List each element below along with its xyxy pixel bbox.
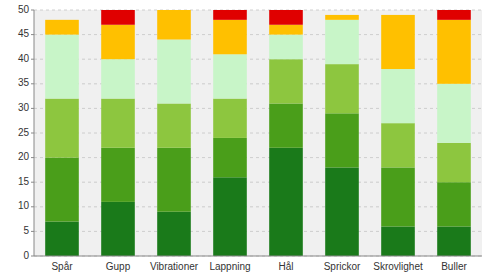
y-tick-label: 20	[18, 151, 30, 162]
x-tick-label: Skrovlighet	[373, 261, 423, 272]
y-tick-label: 35	[18, 77, 30, 88]
bar-segment	[437, 20, 471, 84]
bar-segment	[381, 167, 415, 226]
bar-segment	[437, 182, 471, 226]
bar-segment	[101, 148, 135, 202]
x-tick-label: Lappning	[209, 261, 250, 272]
bar-segment	[101, 99, 135, 148]
bars	[45, 10, 471, 256]
bar-segment	[269, 25, 303, 35]
x-tick-label: Gupp	[106, 261, 131, 272]
y-tick-label: 25	[18, 127, 30, 138]
bar-segment	[381, 15, 415, 69]
bar-segment	[45, 20, 79, 35]
bar-segment	[45, 158, 79, 222]
bar-segment	[213, 20, 247, 54]
bar-segment	[157, 40, 191, 104]
bar-segment	[381, 123, 415, 167]
bar-segment	[213, 99, 247, 138]
bar-segment	[45, 35, 79, 99]
x-tick-label: Spår	[51, 261, 73, 272]
y-tick-label: 30	[18, 102, 30, 113]
plot-background	[34, 10, 482, 256]
bar-segment	[325, 64, 359, 113]
bar-segment	[269, 35, 303, 60]
bar-segment	[381, 226, 415, 256]
bar-segment	[437, 143, 471, 182]
grid	[34, 10, 482, 256]
bar-segment	[381, 14, 415, 15]
bar-segment	[157, 212, 191, 256]
x-tick-label: Sprickor	[324, 261, 361, 272]
bar-segment	[45, 99, 79, 158]
bar-segment	[269, 148, 303, 256]
bar-segment	[437, 10, 471, 20]
bar-segment	[157, 10, 191, 40]
y-tick-label: 5	[23, 225, 29, 236]
bar-segment	[157, 148, 191, 212]
bar-segment	[325, 15, 359, 20]
bar-segment	[325, 167, 359, 256]
bar-segment	[45, 222, 79, 256]
y-tick-label: 10	[18, 200, 30, 211]
bar-segment	[157, 10, 191, 11]
y-tick-label: 0	[23, 250, 29, 261]
bar-segment	[325, 113, 359, 167]
grid-line	[34, 256, 482, 257]
bar-segment	[45, 19, 79, 20]
x-tick-label: Vibrationer	[150, 261, 199, 272]
x-axis-line	[34, 256, 482, 257]
y-axis-line	[34, 10, 35, 256]
bar-segment	[101, 10, 135, 25]
bar-segment	[157, 103, 191, 147]
bar-segment	[213, 10, 247, 20]
x-axis: Spår Gupp Vibrationer Lappning Hål Sprickor Sk…	[51, 261, 467, 272]
bar-segment	[213, 138, 247, 177]
y-tick-label: 15	[18, 176, 30, 187]
bar-segment	[325, 14, 359, 15]
bar-segment	[381, 69, 415, 123]
bar-segment	[213, 177, 247, 256]
chart-container: 0 5 10 15 20 25 30 35 40 45 50 Spår Gupp Vibrationer L…	[0, 0, 490, 280]
chart-svg: 0 5 10 15 20 25 30 35 40 45 50 Spår Gupp Vibrationer L…	[0, 0, 490, 280]
bar-segment	[269, 59, 303, 103]
x-tick-label: Buller	[441, 261, 467, 272]
y-tick-label: 40	[18, 53, 30, 64]
bar-segment	[101, 202, 135, 256]
bar-segment	[101, 25, 135, 59]
bar-segment	[325, 20, 359, 64]
bar-segment	[213, 54, 247, 98]
bar-segment	[101, 59, 135, 98]
bar-segment	[269, 103, 303, 147]
x-tick-label: Hål	[278, 261, 293, 272]
bar-segment	[269, 10, 303, 25]
y-tick-label: 50	[18, 4, 30, 15]
bar-segment	[437, 84, 471, 143]
y-tick-label: 45	[18, 28, 30, 39]
y-axis: 0 5 10 15 20 25 30 35 40 45 50	[18, 4, 34, 261]
bar-segment	[437, 226, 471, 256]
